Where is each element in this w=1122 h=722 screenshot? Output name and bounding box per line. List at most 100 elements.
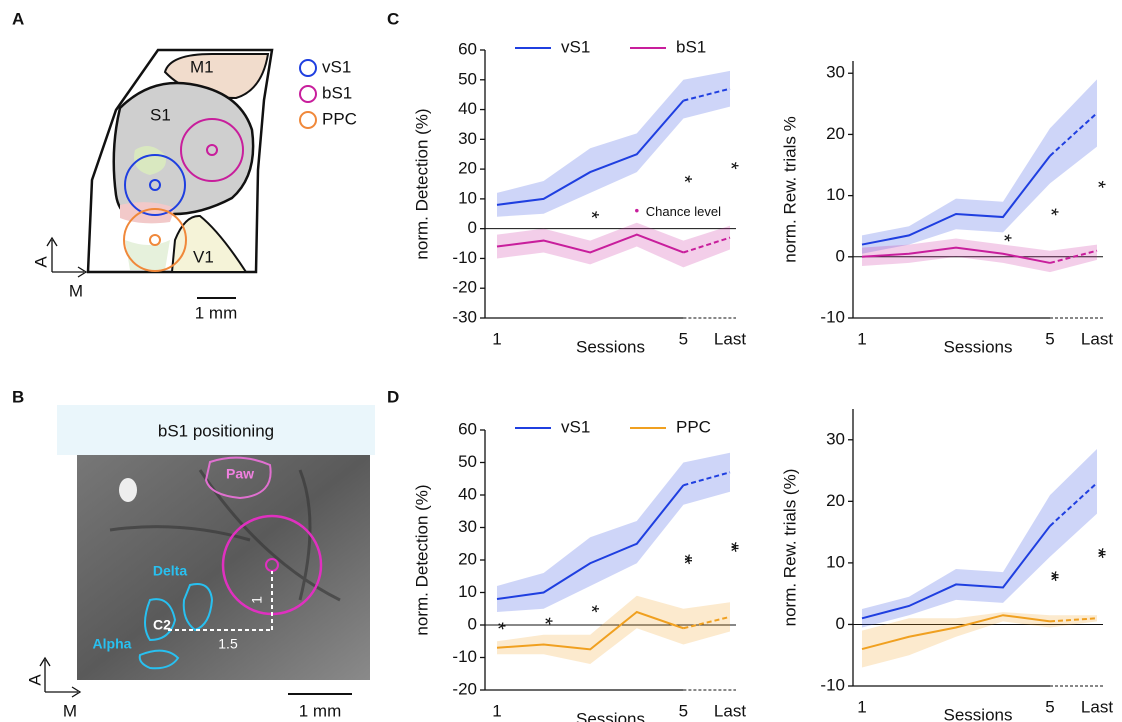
y-tick-label: -10 xyxy=(820,675,845,694)
series-line xyxy=(496,610,684,651)
series-line-dashed xyxy=(683,471,731,487)
y-tick-label: 0 xyxy=(836,614,845,633)
x-axis-label: Sessions xyxy=(576,709,645,722)
x-tick-label: Last xyxy=(714,329,746,348)
series-line-dashed xyxy=(1049,482,1098,527)
arrow-head xyxy=(71,686,82,698)
reflection xyxy=(119,478,137,502)
axis-label: A xyxy=(31,256,50,268)
x-tick-label: 1 xyxy=(492,701,501,720)
y-tick-label: 20 xyxy=(826,124,845,143)
confidence-band xyxy=(862,449,1097,628)
bs1-site-center xyxy=(206,144,218,156)
y-tick-label: 20 xyxy=(458,549,477,568)
y-tick-label: 10 xyxy=(826,185,845,204)
v1-region xyxy=(170,214,248,273)
region-label: M1 xyxy=(190,57,214,76)
y-tick-label: 60 xyxy=(458,419,477,438)
y-axis-label: norm. Rew. trials (%) xyxy=(780,469,799,627)
significance: * xyxy=(673,175,695,183)
series-line xyxy=(861,525,1051,620)
s1-subregion xyxy=(134,146,166,175)
alpha-contour xyxy=(138,649,180,670)
note-dot xyxy=(635,208,639,213)
y-tick-label: 30 xyxy=(458,129,477,148)
region-label: V1 xyxy=(193,247,214,266)
x-axis-label: Sessions xyxy=(576,337,645,356)
c2-contour xyxy=(144,598,177,642)
note: Chance level xyxy=(646,204,721,219)
significance: * xyxy=(487,622,509,630)
y-tick-label: 30 xyxy=(826,63,845,82)
vs1-site-center xyxy=(149,179,161,191)
arrow-head xyxy=(77,266,88,278)
y-tick-label: 0 xyxy=(468,218,477,237)
confidence-band xyxy=(862,612,1097,668)
significance: ** xyxy=(1087,548,1109,559)
y-tick-label: -20 xyxy=(452,278,477,297)
y-axis-label: norm. Detection (%) xyxy=(412,108,431,259)
confidence-band xyxy=(862,238,1097,273)
series-line xyxy=(861,155,1051,246)
x-tick-label: 5 xyxy=(1045,329,1054,348)
area-label: C2 xyxy=(153,617,171,633)
significance: ** xyxy=(673,554,695,565)
panel-label: A xyxy=(12,9,24,28)
series-line-dashed xyxy=(1049,112,1098,157)
legend-label: PPC xyxy=(676,417,711,436)
y-tick-label: 40 xyxy=(458,99,477,118)
legend-label: bS1 xyxy=(676,37,706,56)
series-line xyxy=(861,614,1051,651)
y-tick-label: 20 xyxy=(458,159,477,178)
series-line-dashed xyxy=(1049,249,1098,264)
y-tick-label: -10 xyxy=(820,307,845,326)
y-tick-label: 30 xyxy=(826,429,845,448)
y-tick-label: 0 xyxy=(468,614,477,633)
imaging-panel: bS1 positioning Paw Delta C2 Alpha 1 1.5… xyxy=(25,405,375,720)
confidence-band xyxy=(497,222,730,268)
series-line xyxy=(861,246,1051,264)
offset-label: 1 xyxy=(249,596,265,604)
area-label: Alpha xyxy=(93,636,132,652)
panel-label: D xyxy=(387,387,399,406)
panel-label: B xyxy=(12,387,24,406)
y-tick-label: -10 xyxy=(452,248,477,267)
legend-label: vS1 xyxy=(561,417,590,436)
arrow-head xyxy=(46,236,58,247)
legend-swatch xyxy=(299,85,317,103)
y-axis-label: norm. Detection (%) xyxy=(412,484,431,635)
significance: * xyxy=(993,234,1015,242)
axis-label: M xyxy=(63,701,77,720)
x-axis-label: Sessions xyxy=(944,705,1013,722)
y-tick-label: -20 xyxy=(452,679,477,698)
x-axis-label: Sessions xyxy=(944,337,1013,356)
ppc-site xyxy=(123,208,187,272)
ppc-region xyxy=(125,240,170,270)
axis-label: M xyxy=(69,281,83,300)
legend-label: bS1 xyxy=(322,83,352,102)
legend-label: vS1 xyxy=(561,37,590,56)
confidence-band xyxy=(497,452,730,612)
ppc-site-center xyxy=(149,234,161,246)
bs1-site xyxy=(180,118,244,182)
y-tick-label: 50 xyxy=(458,452,477,471)
panel-label: C xyxy=(387,9,399,28)
confidence-band xyxy=(497,70,730,217)
paw-contour xyxy=(204,456,272,500)
y-tick-label: 0 xyxy=(836,246,845,265)
y-axis-label: norm. Rew. trials % xyxy=(780,116,799,262)
x-tick-label: Last xyxy=(714,701,746,720)
legend-label: vS1 xyxy=(322,57,351,76)
y-tick-label: 50 xyxy=(458,69,477,88)
series-line-dashed xyxy=(683,236,731,254)
significance: * xyxy=(533,617,555,625)
x-tick-label: Last xyxy=(1081,697,1113,716)
axis-label: A xyxy=(25,674,44,686)
y-tick-label: 10 xyxy=(458,582,477,601)
offset-label: 1.5 xyxy=(218,636,238,652)
x-tick-label: 1 xyxy=(857,329,866,348)
y-tick-label: -30 xyxy=(452,307,477,326)
arrow-head xyxy=(39,656,51,667)
legend-swatch xyxy=(299,111,317,129)
